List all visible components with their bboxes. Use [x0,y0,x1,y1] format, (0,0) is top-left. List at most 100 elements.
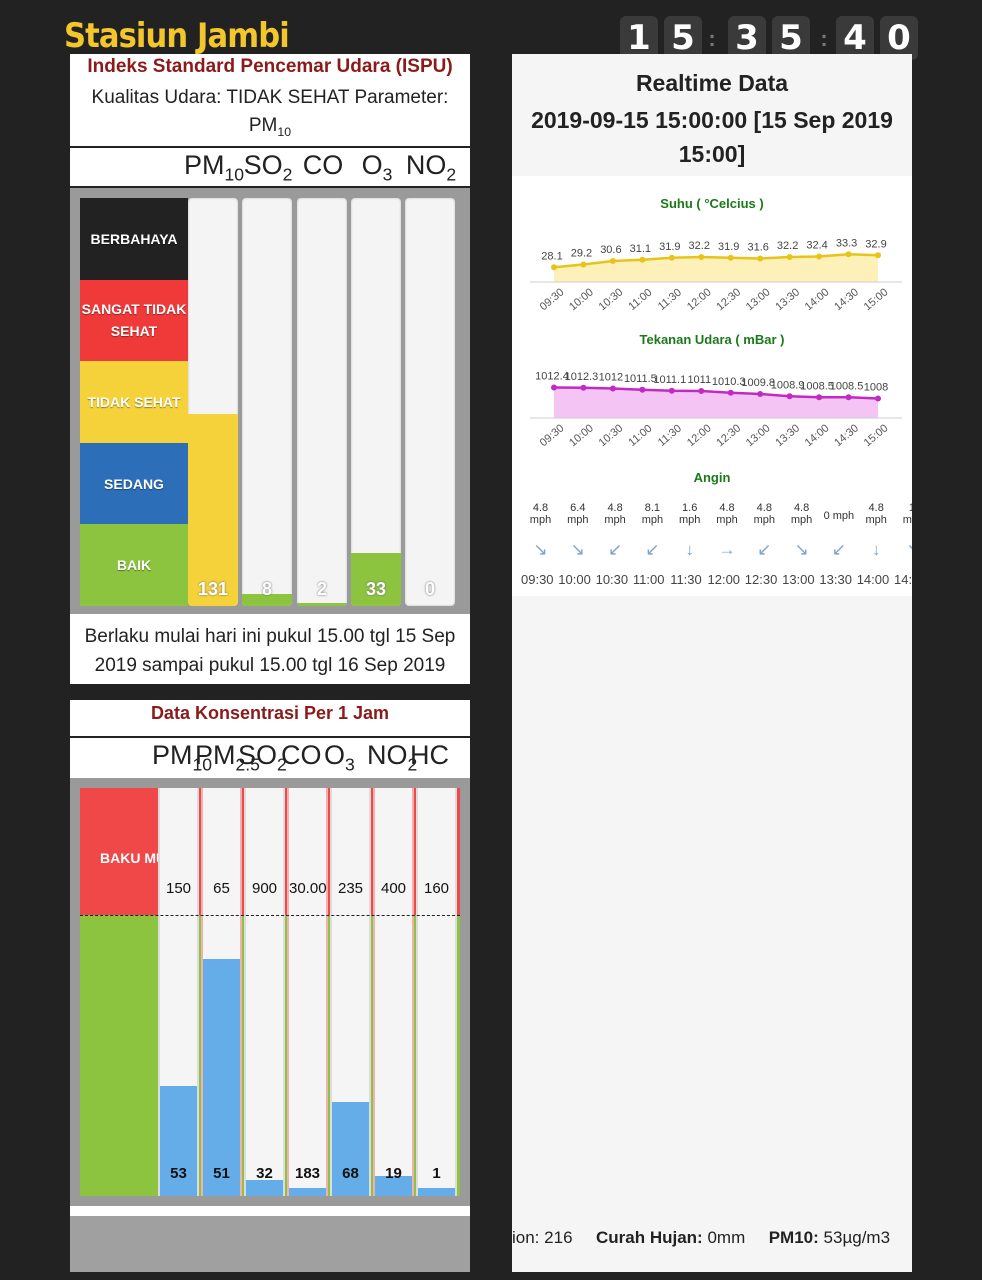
x-tick-label: 13:00 [744,422,773,449]
konsentrasi-column-header: SO2 [238,740,298,775]
wind-direction-icon: ↘ [533,540,548,559]
baku-mutu-value: 30.000 [289,880,327,897]
wind-speed: 0 mph [820,510,857,522]
wind-speed-value: 4.8 [607,502,623,514]
wind-time: 14:00 [856,572,890,587]
header-sub: 10 [224,164,244,185]
clock-digit: 1 [620,16,658,60]
x-tick-label: 14:30 [832,422,861,449]
header-base: PM [183,150,225,180]
wind-speed: 4.8 mph [858,502,895,526]
footer-label-1: ion: [512,1228,540,1247]
realtime-footer: ion: 216 Curah Hujan: 0mm PM10: 53µg/m3 [512,1228,912,1258]
point-label: 1011.5 [624,373,657,385]
point-label: 31.1 [630,243,651,255]
konsentrasi-value: 68 [342,1165,359,1182]
chart-point [816,394,823,401]
wind-unit: mph [716,514,738,526]
ispu-category: BERBAHAYA [80,198,188,280]
x-tick-label: 15:00 [862,286,891,313]
wind-time: 14: [894,572,912,587]
x-tick-label: 13:00 [744,286,773,313]
point-label: 32.2 [777,240,798,252]
wind-speed-value: 4.8 [868,502,884,514]
x-tick-label: 13:30 [773,422,802,449]
baku-mutu-value: 160 [423,880,450,897]
konsentrasi-footer [70,1206,470,1216]
wind-time: 12:30 [744,572,778,587]
baku-mutu-value: 150 [165,880,192,897]
header-sub: 2 [407,754,418,775]
wind-unit: mph [865,514,887,526]
header-base: PM [195,740,236,770]
tekanan-chart: Tekanan Udara ( mBar )1012.409:301012.31… [530,332,902,449]
point-label: 1008.5 [800,380,834,392]
ispu-tube: 0 [405,198,455,606]
wind-direction-icon: ↓ [685,540,694,559]
ispu-category: TIDAK SEHAT [80,361,188,443]
charts-background [512,176,912,596]
point-label: 1009.8 [741,377,775,389]
konsentrasi-tube: 235 68 [330,788,371,1196]
konsentrasi-column-header: NO2 [367,740,427,775]
chart-point [639,256,646,263]
wind-speed-value: 4.8 [532,502,549,514]
konsentrasi-title-bar: Data Konsentrasi Per 1 Jam [70,700,470,736]
konsentrasi-fill [418,1187,455,1196]
x-tick-label: 12:00 [685,286,714,313]
x-tick-label: 14:00 [803,422,832,449]
header-base: NO [405,150,447,180]
wind-unit: mph [567,514,589,526]
wind-direction-icon: ↘ [895,540,912,560]
wind-unit: mph [604,514,626,526]
x-tick-label: 09:30 [538,422,567,449]
x-tick-label: 10:30 [597,422,626,449]
wind-direction-icon: ↘ [794,540,809,559]
header-sub: 3 [382,164,393,185]
x-tick-label: 15:00 [862,422,891,449]
x-tick-label: 12:30 [714,422,743,449]
wind-speed: 4.8 mph [746,502,783,526]
chart-point [580,384,587,391]
ispu-column-header: SO2 [236,150,300,185]
wind-row: 4.8 mph ↘ 09:30 6.4 mph ↘ 10:00 4.8 mph ↙ 10:30 8.1 m… [512,500,912,600]
header-sub: 3 [345,754,355,775]
x-tick-label: 11:30 [656,423,684,449]
ispu-column-header: PM10 [182,150,246,185]
wind-unit: mph [790,514,813,526]
baku-mutu-line [80,915,460,916]
konsentrasi-tube: 900 32 [244,788,285,1196]
wind-time: 13:00 [782,572,815,587]
footer-label-pm10: PM10: [768,1228,819,1247]
header-sub: 2 [282,164,293,185]
konsentrasi-column-header: PM2.5 [195,740,260,775]
header-base: SO [243,150,283,180]
wind-time: 10:00 [558,572,591,587]
konsentrasi-title: Data Konsentrasi Per 1 Jam [150,703,390,723]
ispu-column-header: O3 [345,150,409,185]
suhu-chart: Suhu ( °Celcius ) 28.1 09:30 29.2 10:00 30.6 1… [530,196,902,313]
realtime-datetime: 2019-09-15 15:00:00 [15 Sep 2019 15:00] [531,107,893,167]
ispu-column-header-bar [70,148,470,186]
wind-speed: 1.6 mph [671,502,708,526]
clock-digit: 5 [772,16,810,60]
ispu-validity-box: Berlaku mulai hari ini pukul 15.00 tgl 1… [70,614,470,684]
chart-line [553,386,879,400]
header-sub: 2.5 [235,754,260,775]
ispu-tube: 2 [297,198,347,606]
header-base: O [361,150,383,180]
wind-speed-value: 4.8 [719,502,735,514]
wind-unit: mph [529,514,552,526]
konsentrasi-fill [332,1102,369,1196]
wind-speed-value: 8.1 [644,502,661,514]
clock-separator: : [820,26,828,51]
chart-point [698,254,705,260]
wind-time: 09:30 [521,572,554,587]
clock-separator: : [708,26,716,51]
chart-point [668,254,675,261]
header-sub: 10 [192,754,213,775]
x-tick-label: 11:30 [656,287,684,313]
clock-digit: 0 [880,16,918,60]
baku-mutu-value: 65 [213,880,230,897]
ispu-quality-param: PM10 [248,115,292,139]
